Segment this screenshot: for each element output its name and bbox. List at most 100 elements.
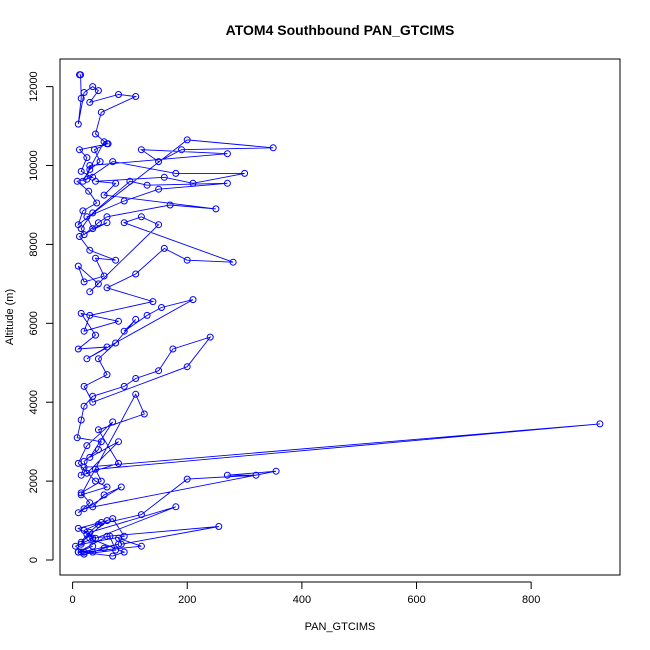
data-point [100, 491, 108, 499]
data-point [149, 298, 157, 306]
data-point [80, 382, 88, 390]
data-point [83, 442, 91, 450]
data-point [596, 420, 604, 428]
data-point [140, 410, 148, 418]
data-point [172, 503, 180, 511]
data-point [86, 162, 94, 169]
data-point [252, 471, 260, 479]
data-point [100, 138, 108, 146]
data-point [169, 345, 177, 353]
data-point [80, 89, 88, 96]
data-point [74, 120, 82, 128]
data-point [74, 459, 82, 467]
data-point [73, 434, 81, 442]
data-point [241, 169, 249, 177]
series-line [74, 74, 600, 557]
data-point [178, 146, 185, 154]
data-point [106, 532, 114, 540]
data-point [143, 311, 151, 319]
data-point [132, 315, 140, 323]
data-point [155, 221, 163, 229]
y-axis-label: Altitude (m) [4, 289, 16, 345]
x-tick-label: 200 [178, 594, 196, 606]
data-point [137, 511, 145, 519]
data-point [189, 296, 197, 304]
data-point [77, 94, 85, 102]
data-point [112, 546, 120, 554]
data-point [166, 201, 174, 209]
data-point [80, 463, 88, 471]
y-tick-label: 10000 [28, 150, 40, 181]
data-point [86, 534, 94, 542]
data-point [77, 538, 85, 546]
chart-title: ATOM4 Southbound PAN_GTCIMS [226, 22, 455, 38]
data-point [77, 489, 85, 497]
data-point [269, 144, 277, 152]
data-point [117, 540, 125, 548]
data-point [77, 491, 85, 499]
data-point [103, 532, 111, 540]
data-point [89, 503, 97, 511]
data-point [74, 509, 82, 517]
data-point [89, 83, 97, 91]
data-point [104, 140, 112, 148]
y-tick-label: 2000 [28, 469, 40, 493]
data-point [94, 426, 102, 434]
data-point [77, 309, 85, 317]
data-point [93, 199, 101, 207]
data-point [112, 339, 120, 347]
data-point [115, 91, 122, 98]
data-point [183, 475, 191, 483]
data-point [80, 327, 88, 335]
data-point [132, 270, 140, 278]
data-point [77, 71, 85, 79]
data-point [92, 130, 99, 138]
data-point [80, 278, 88, 286]
data-point [120, 219, 128, 227]
data-point [89, 392, 97, 400]
data-point [155, 367, 163, 375]
data-point [183, 136, 191, 144]
data-point [189, 179, 197, 187]
data-point [132, 93, 140, 100]
data-point [112, 179, 120, 187]
data-point [83, 213, 91, 221]
data-point [86, 453, 94, 461]
data-point [103, 284, 111, 292]
data-point [89, 209, 97, 217]
data-point [86, 98, 94, 106]
data-point [86, 311, 94, 319]
data-point [223, 179, 231, 187]
data-point [115, 317, 122, 325]
data-point [77, 167, 85, 175]
plot-area [72, 71, 604, 560]
data-point [94, 355, 102, 363]
y-tick-label: 8000 [28, 232, 40, 256]
x-tick-label: 600 [407, 594, 425, 606]
data-point [143, 181, 151, 189]
data-point [109, 552, 117, 560]
data-point [120, 197, 128, 205]
data-point [94, 87, 102, 95]
data-point [132, 390, 140, 398]
data-point [117, 483, 125, 491]
data-point [100, 272, 108, 280]
y-tick-label: 0 [28, 557, 40, 563]
data-point [183, 363, 191, 371]
data-point [92, 254, 99, 262]
data-point [172, 169, 180, 177]
data-point [80, 231, 88, 239]
data-point [115, 438, 122, 446]
data-point [103, 219, 111, 227]
data-point [120, 548, 128, 556]
data-point [183, 256, 191, 264]
data-point [126, 177, 134, 185]
data-point [137, 542, 145, 550]
data-point [100, 191, 108, 199]
data-point [86, 246, 94, 254]
y-tick-label: 4000 [28, 390, 40, 414]
data-point [80, 505, 88, 513]
data-point [109, 158, 117, 166]
data-point [80, 526, 88, 534]
